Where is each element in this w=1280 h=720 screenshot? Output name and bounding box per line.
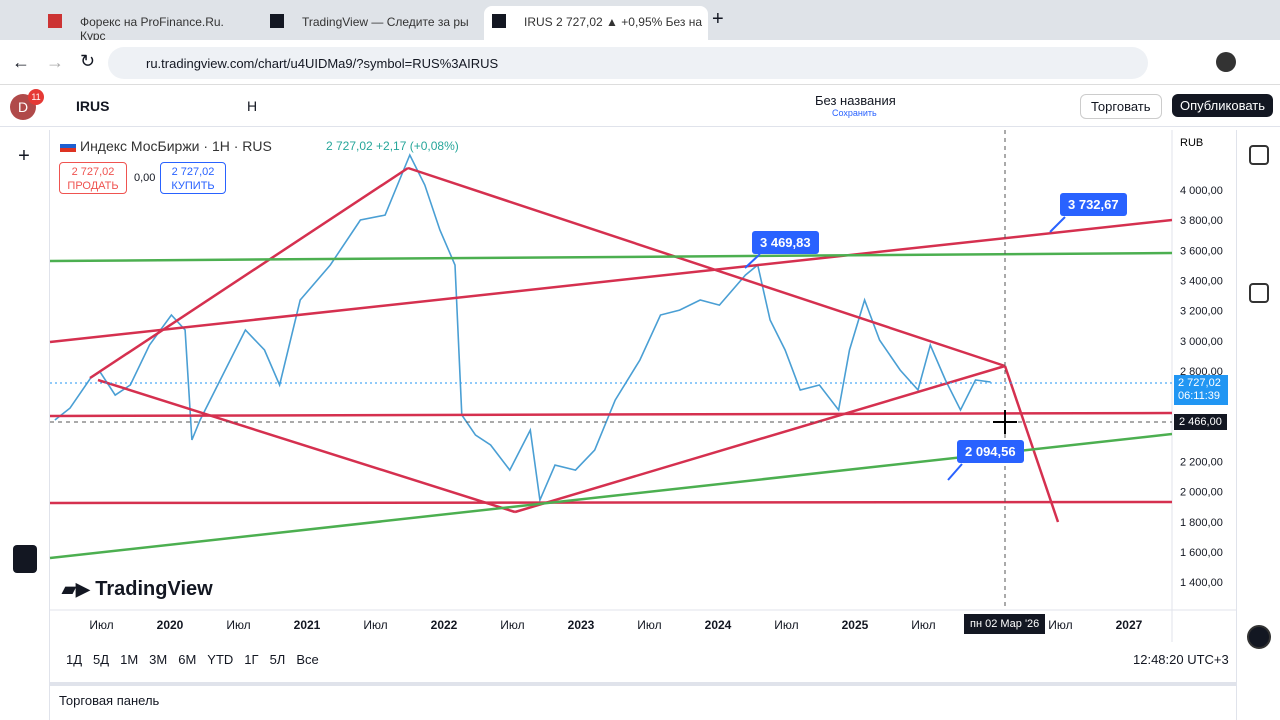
right-toolbar bbox=[1236, 130, 1280, 720]
x-tick-label: 2027 bbox=[1116, 618, 1143, 632]
currency: RUB bbox=[1180, 137, 1203, 149]
y-tick-label: 1 600,00 bbox=[1180, 547, 1223, 559]
crosshair-price: 2 466,00 bbox=[1174, 414, 1227, 430]
tab-title: IRUS 2 727,02 ▲ +0,95% Без на bbox=[524, 15, 703, 29]
price-callout: 3 732,67 bbox=[1060, 193, 1127, 216]
x-tick-label: Июл bbox=[363, 618, 387, 632]
save-status: Сохранить bbox=[832, 108, 877, 118]
x-tick-label: Июл bbox=[911, 618, 935, 632]
range-button[interactable]: YTD bbox=[207, 652, 234, 667]
side-icon[interactable] bbox=[1249, 283, 1269, 303]
address-bar[interactable] bbox=[108, 47, 1148, 79]
url: ru.tradingview.com/chart/u4UIDMa9/?symbo… bbox=[146, 56, 499, 71]
y-tick-label: 4 000,00 bbox=[1180, 185, 1223, 197]
side-icon[interactable] bbox=[1247, 625, 1271, 649]
x-tick-label: Июл bbox=[637, 618, 661, 632]
nav-back[interactable]: ← bbox=[12, 52, 30, 72]
new-tab[interactable]: + bbox=[712, 8, 724, 30]
range-button[interactable]: 6М bbox=[178, 652, 197, 667]
watermark-text: TradingView bbox=[95, 578, 213, 600]
y-tick-label: 3 600,00 bbox=[1180, 245, 1223, 257]
bar-countdown: 06:11:39 bbox=[1178, 390, 1221, 402]
x-tick-label: Июл bbox=[89, 618, 113, 632]
tab[interactable]: TradingView — Следите за ры bbox=[262, 6, 472, 40]
y-tick-label: 1 400,00 bbox=[1180, 577, 1223, 589]
y-tick-label: 2 200,00 bbox=[1180, 456, 1223, 468]
nav-forward[interactable]: → bbox=[46, 52, 64, 72]
x-tick-label: 2023 bbox=[568, 618, 595, 632]
tool-icon[interactable]: + bbox=[18, 145, 30, 167]
tab-icon bbox=[270, 14, 284, 28]
range-button[interactable]: 5Д bbox=[93, 652, 110, 667]
x-tick-label: Июл bbox=[774, 618, 798, 632]
y-tick-label: 3 400,00 bbox=[1180, 275, 1223, 287]
tab[interactable]: IRUS 2 727,02 ▲ +0,95% Без на bbox=[484, 6, 708, 40]
x-tick-label: 2021 bbox=[294, 618, 321, 632]
y-tick-label: 3 800,00 bbox=[1180, 215, 1223, 227]
side-icon[interactable] bbox=[1249, 145, 1269, 165]
last-price-tag: 2 727,02 06:11:39 bbox=[1174, 375, 1228, 405]
watermark: ▰▶ TradingView bbox=[62, 578, 213, 600]
reload[interactable]: ↻ bbox=[80, 51, 96, 71]
price-callout: 2 094,56 bbox=[957, 440, 1024, 463]
y-tick-label: 3 200,00 bbox=[1180, 306, 1223, 318]
tab-title: Форекс на ProFinance.Ru. Курс bbox=[80, 15, 224, 43]
last-price: 2 727,02 bbox=[1178, 377, 1221, 389]
publish-button[interactable]: Опубликовать bbox=[1172, 94, 1274, 117]
layout-name[interactable]: Без названия bbox=[815, 93, 896, 108]
range-button[interactable]: Все bbox=[296, 652, 319, 667]
trade-button[interactable]: Торговать bbox=[1080, 94, 1162, 119]
left-toolbar bbox=[0, 130, 50, 720]
crosshair-date: пн 02 Мар '26 bbox=[964, 614, 1046, 634]
range-button[interactable]: 1М bbox=[120, 652, 139, 667]
x-tick-label: 2025 bbox=[842, 618, 869, 632]
top-toolbar bbox=[0, 85, 1280, 127]
x-tick-label: 2024 bbox=[705, 618, 732, 632]
x-tick-label: 2022 bbox=[431, 618, 458, 632]
range-button[interactable]: 1Г bbox=[244, 652, 259, 667]
range-button[interactable]: 5Л bbox=[269, 652, 286, 667]
y-tick-label: 2 000,00 bbox=[1180, 487, 1223, 499]
profile[interactable] bbox=[1216, 52, 1236, 72]
y-tick-label: 2 800,00 bbox=[1180, 366, 1223, 378]
symbol-flag bbox=[60, 140, 76, 152]
legend-quote: 2 727,02 +2,17 (+0,08%) bbox=[326, 139, 459, 153]
x-tick-label: 2020 bbox=[157, 618, 184, 632]
tab[interactable]: Форекс на ProFinance.Ru. Курс bbox=[40, 6, 250, 43]
tab-icon bbox=[48, 14, 62, 28]
interval[interactable]: Н bbox=[247, 98, 258, 114]
range-button[interactable]: 3М bbox=[149, 652, 168, 667]
tab-title: TradingView — Следите за ры bbox=[302, 15, 469, 29]
notification-badge: 11 bbox=[28, 89, 44, 105]
panel-title[interactable]: Торговая панель bbox=[59, 693, 160, 708]
tab-icon bbox=[492, 14, 506, 28]
price-line bbox=[54, 153, 991, 504]
clock[interactable]: 12:48:20 UTC+3 bbox=[1133, 652, 1229, 667]
chart: RUB 4 000,00 3 800,00 3 600,00 3 400,00 3 20… bbox=[50, 130, 1236, 642]
x-tick-label: Июл bbox=[1048, 618, 1072, 632]
y-tick-label: 1 800,00 bbox=[1180, 517, 1223, 529]
price-callout: 3 469,83 bbox=[752, 231, 819, 254]
range-bar: 1Д 5Д 1М 3М 6М YTD 1Г 5Л Все bbox=[66, 651, 330, 669]
x-tick-label: Июл bbox=[226, 618, 250, 632]
symbol-search[interactable]: IRUS bbox=[76, 98, 110, 114]
x-tick-label: Июл bbox=[500, 618, 524, 632]
range-button[interactable]: 1Д bbox=[66, 652, 83, 667]
legend-title: Индекс МосБиржи · 1Н · RUS bbox=[80, 138, 272, 154]
y-tick-label: 3 000,00 bbox=[1180, 336, 1223, 348]
tool-icon[interactable] bbox=[13, 545, 37, 573]
panel-separator bbox=[50, 682, 1236, 686]
